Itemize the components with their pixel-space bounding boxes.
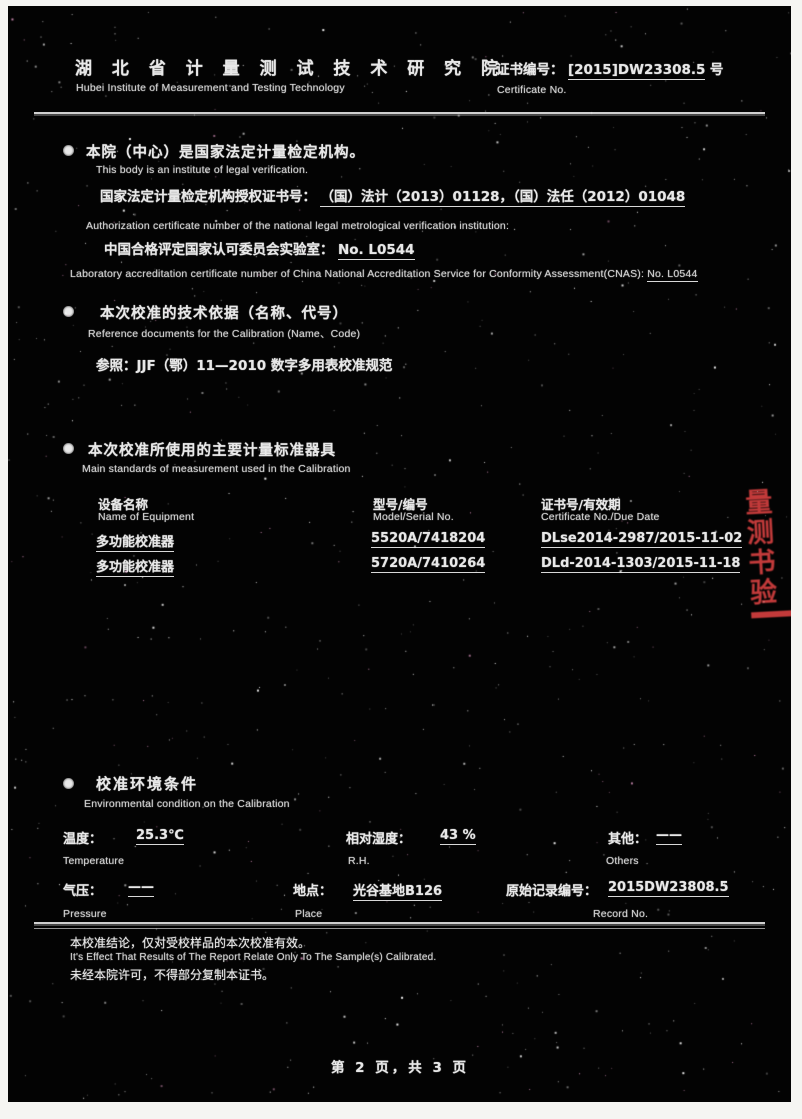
humidity-label: 相对湿度： <box>346 828 411 847</box>
equipment-name: 多功能校准器 <box>96 531 174 552</box>
temperature-label-en: Temperature <box>63 855 124 867</box>
equipment-name: 多功能校准器 <box>96 556 174 577</box>
note-line1-en: It's Effect That Results of The Report R… <box>70 952 436 963</box>
others-value: —— <box>656 828 682 845</box>
pressure-label-en: Pressure <box>63 908 107 920</box>
authorization-value: （国）法计（2013）01128，（国）法任（2012）01048 <box>320 189 685 207</box>
footer-divider-2 <box>34 928 765 929</box>
bullet-icon <box>63 306 74 317</box>
temperature-value: 25.3℃ <box>136 828 184 845</box>
pressure-value: —— <box>128 880 154 897</box>
certificate-number-suffix: 号 <box>710 62 724 78</box>
place-label: 地点： <box>293 880 332 899</box>
column-header-name-en: Name of Equipment <box>98 511 194 523</box>
authorization-label: 国家法定计量检定机构授权证书号： <box>100 189 316 205</box>
column-header-cert-en: Certificate No./Due Date <box>541 511 660 523</box>
bullet-icon <box>63 443 74 454</box>
footer-divider <box>34 922 765 924</box>
scanned-certificate-page: { "header": { "institute_cn": "湖 北 省 计 量… <box>0 0 802 1119</box>
section2-title: 本次校准的技术依据（名称、代号） <box>100 302 348 323</box>
section3-title: 本次校准所使用的主要计量标准器具 <box>88 439 336 460</box>
others-label-en: Others <box>606 855 639 867</box>
section4-title: 校准环境条件 <box>96 773 198 794</box>
institute-title-en: Hubei Institute of Measurement and Testi… <box>76 82 345 94</box>
place-value: 光谷基地B126 <box>353 880 442 901</box>
red-seal-stamp: 量测 书验 <box>745 487 791 619</box>
record-no-value: 2015DW23808.5 <box>608 880 729 897</box>
cnas-number-en: No. L0544 <box>647 268 697 282</box>
others-label: 其他： <box>608 828 647 847</box>
stamp-text: 书验 <box>748 547 791 610</box>
equipment-model: 5720A/7410264 <box>371 556 485 573</box>
section1-title: 本院（中心）是国家法定计量检定机构。 <box>86 141 365 162</box>
section3-title-en: Main standards of measurement used in th… <box>82 463 351 475</box>
equipment-cert: DLd-2014-1303/2015-11-18 <box>541 556 740 573</box>
temperature-label: 温度： <box>63 828 102 847</box>
institute-title: 湖 北 省 计 量 测 试 技 术 研 究 院 <box>75 54 505 79</box>
humidity-label-en: R.H. <box>348 855 370 867</box>
stamp-text: 量测 <box>745 487 791 550</box>
equipment-model: 5520A/7418204 <box>371 531 485 548</box>
place-label-en: Place <box>295 908 322 920</box>
certificate-number-value: [2015]DW23308.5 <box>568 62 706 80</box>
cnas-value: No. L0544 <box>338 242 415 260</box>
humidity-value: 43 % <box>440 828 476 845</box>
note-line1: 本校准结论，仅对受校样品的本次校准有效。 <box>70 934 310 951</box>
section2-title-en: Reference documents for the Calibration … <box>88 326 360 341</box>
cnas-line: 中国合格评定国家认可委员会实验室： No. L0544 <box>104 238 415 259</box>
reference-document: 参照：JJF（鄂）11—2010 数字多用表校准规范 <box>96 354 392 374</box>
section1-title-en: This body is an institute of legal verif… <box>96 164 308 176</box>
cnas-line-en: Laboratory accreditation certificate num… <box>70 268 770 280</box>
note-line2: 未经本院许可，不得部分复制本证书。 <box>70 966 274 983</box>
certificate-number-label: 证书编号： <box>496 62 564 78</box>
bullet-icon <box>63 145 74 156</box>
cnas-label-en: Laboratory accreditation certificate num… <box>70 268 644 280</box>
equipment-cert: DLse2014-2987/2015-11-02 <box>541 531 742 548</box>
record-no-label: 原始记录编号： <box>506 880 597 899</box>
header-divider <box>34 112 765 114</box>
authorization-line: 国家法定计量检定机构授权证书号： （国）法计（2013）01128，（国）法任（… <box>100 185 780 206</box>
section4-title-en: Environmental condition on the Calibrati… <box>84 798 290 810</box>
authorization-line-en: Authorization certificate number of the … <box>86 220 509 232</box>
page-number: 第 2 页，共 3 页 <box>8 1056 791 1076</box>
document-sheet: 湖 北 省 计 量 测 试 技 术 研 究 院 Hubei Institute … <box>8 6 791 1102</box>
stamp-bar <box>751 609 791 618</box>
record-no-label-en: Record No. <box>593 908 648 920</box>
certificate-number-label-en: Certificate No. <box>497 84 567 96</box>
pressure-label: 气压： <box>63 880 102 899</box>
bullet-icon <box>63 778 74 789</box>
cnas-label: 中国合格评定国家认可委员会实验室： <box>104 242 334 258</box>
column-header-model-en: Model/Serial No. <box>373 511 454 523</box>
certificate-number-block: 证书编号： [2015]DW23308.5 号 <box>496 58 723 79</box>
